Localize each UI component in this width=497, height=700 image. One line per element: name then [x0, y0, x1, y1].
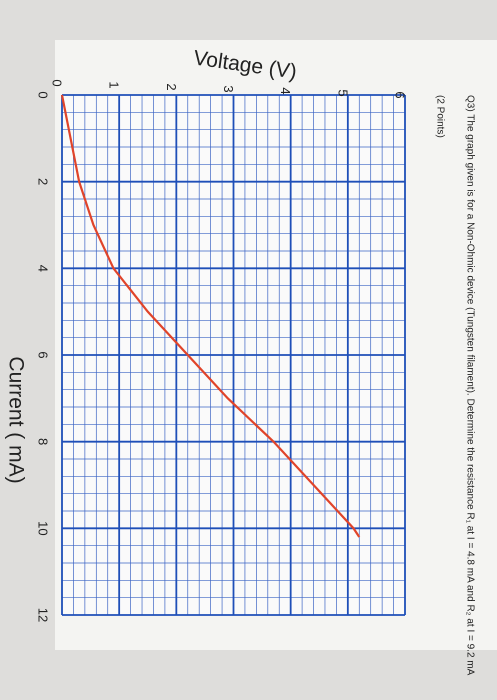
x-axis-label: Current ( mA)	[4, 356, 27, 483]
y-tick-label: 2	[164, 83, 179, 90]
question: Q3) The graph given is for a Non-Ohmic d…	[464, 95, 475, 676]
x-tick-label: 2	[36, 178, 51, 185]
data-line	[60, 94, 361, 538]
y-tick-label: 6	[393, 91, 408, 98]
y-tick-label: 4	[278, 87, 293, 94]
y-tick-label: 3	[221, 85, 236, 92]
y-tick-label: 0	[50, 79, 65, 86]
x-tick-label: 8	[36, 438, 51, 445]
x-tick-label: 10	[36, 521, 51, 535]
points-note: (2 Points)	[434, 95, 445, 138]
y-tick-label: 5	[335, 89, 350, 96]
x-tick-label: 4	[36, 265, 51, 272]
x-tick-label: 0	[36, 91, 51, 98]
grid	[61, 94, 406, 616]
x-tick-label: 12	[36, 608, 51, 622]
y-tick-label: 1	[107, 81, 122, 88]
x-tick-label: 6	[36, 351, 51, 358]
